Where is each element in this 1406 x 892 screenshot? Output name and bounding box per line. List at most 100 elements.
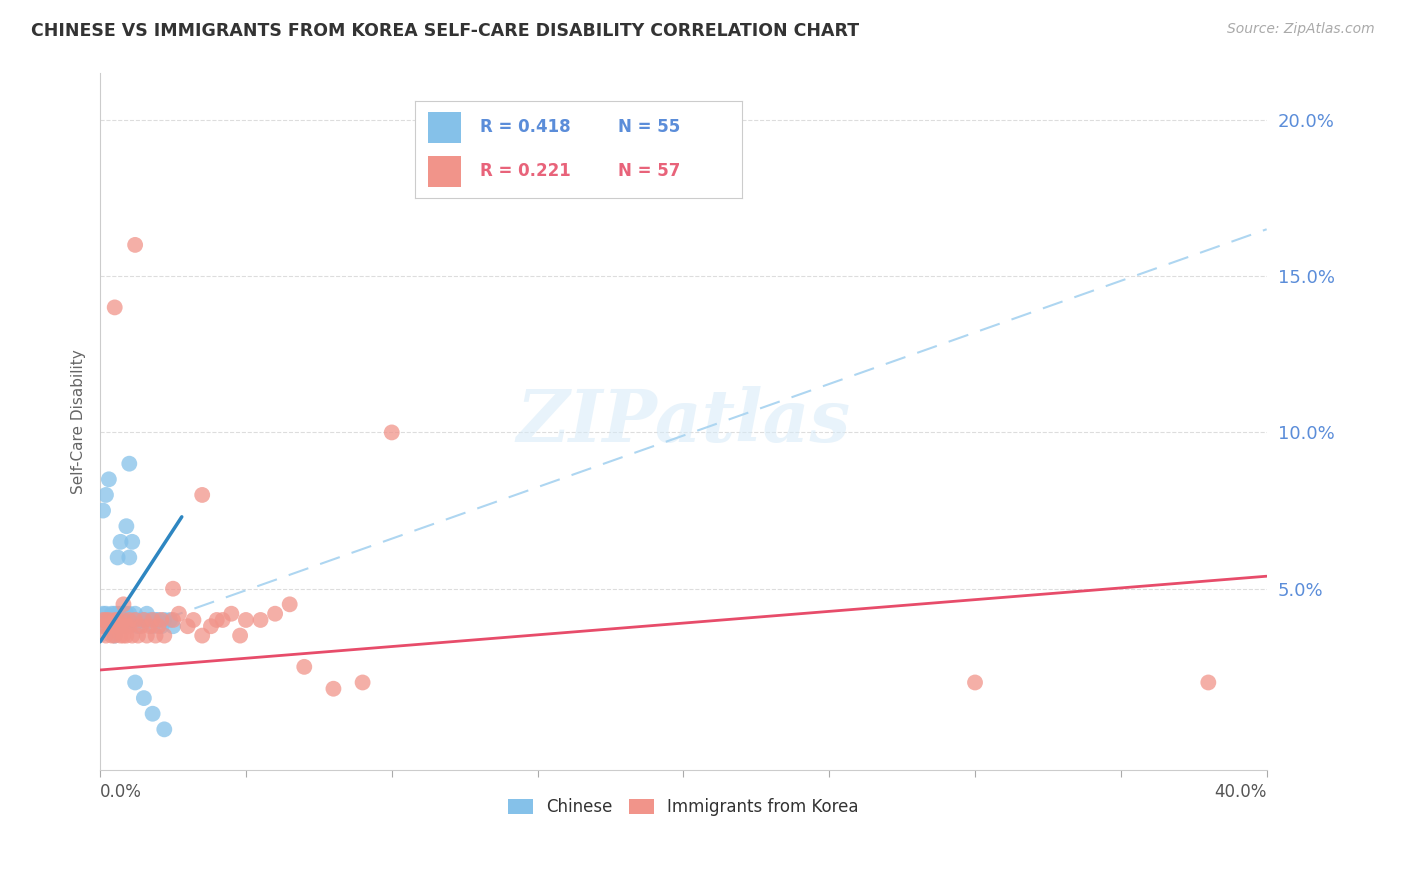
Point — [101, 613, 124, 627]
Point — [150, 619, 173, 633]
Point — [121, 613, 143, 627]
Legend: Chinese, Immigrants from Korea: Chinese, Immigrants from Korea — [499, 789, 868, 824]
Text: 40.0%: 40.0% — [1215, 782, 1267, 800]
Point — [145, 613, 167, 627]
Point — [91, 613, 114, 627]
Y-axis label: Self-Care Disability: Self-Care Disability — [72, 349, 86, 494]
Point — [132, 613, 155, 627]
Point — [264, 607, 287, 621]
Point — [94, 607, 117, 621]
Point — [153, 629, 176, 643]
Point — [176, 619, 198, 633]
Point — [292, 660, 315, 674]
Point — [112, 629, 135, 643]
Point — [124, 613, 146, 627]
Point — [127, 629, 149, 643]
Point — [135, 629, 157, 643]
Point — [322, 681, 344, 696]
Point — [150, 613, 173, 627]
Point — [249, 613, 271, 627]
Point — [110, 619, 132, 633]
Point — [221, 607, 243, 621]
Point — [200, 619, 222, 633]
Point — [110, 607, 132, 621]
Point — [115, 619, 138, 633]
Point — [118, 619, 141, 633]
Point — [124, 613, 146, 627]
Point — [211, 613, 233, 627]
Point — [1197, 675, 1219, 690]
Point — [97, 619, 120, 633]
Point — [138, 619, 160, 633]
Point — [104, 613, 127, 627]
Point — [104, 607, 127, 621]
Point — [97, 613, 120, 627]
Point — [97, 613, 120, 627]
Point — [138, 613, 160, 627]
Point — [132, 691, 155, 706]
Point — [101, 629, 124, 643]
Point — [159, 613, 181, 627]
Point — [191, 629, 214, 643]
Point — [132, 613, 155, 627]
Point — [112, 613, 135, 627]
Point — [381, 425, 404, 440]
Point — [124, 675, 146, 690]
Text: Source: ZipAtlas.com: Source: ZipAtlas.com — [1227, 22, 1375, 37]
Point — [148, 613, 170, 627]
Point — [101, 607, 124, 621]
Point — [229, 629, 252, 643]
Point — [235, 613, 257, 627]
Point — [101, 619, 124, 633]
Point — [97, 472, 120, 486]
Point — [104, 619, 127, 633]
Point — [112, 598, 135, 612]
Point — [107, 550, 129, 565]
Point — [115, 519, 138, 533]
Point — [112, 613, 135, 627]
Point — [118, 457, 141, 471]
Point — [110, 629, 132, 643]
Point — [91, 607, 114, 621]
Point — [94, 629, 117, 643]
Point — [107, 607, 129, 621]
Point — [183, 613, 205, 627]
Point — [97, 613, 120, 627]
Point — [121, 629, 143, 643]
Point — [129, 619, 152, 633]
Point — [121, 534, 143, 549]
Point — [205, 613, 228, 627]
Point — [124, 238, 146, 252]
Point — [127, 619, 149, 633]
Point — [107, 619, 129, 633]
Point — [118, 613, 141, 627]
Point — [107, 613, 129, 627]
Point — [101, 613, 124, 627]
Point — [107, 619, 129, 633]
Point — [115, 613, 138, 627]
Point — [167, 607, 190, 621]
Point — [124, 607, 146, 621]
Point — [94, 613, 117, 627]
Point — [107, 613, 129, 627]
Point — [110, 613, 132, 627]
Text: CHINESE VS IMMIGRANTS FROM KOREA SELF-CARE DISABILITY CORRELATION CHART: CHINESE VS IMMIGRANTS FROM KOREA SELF-CA… — [31, 22, 859, 40]
Point — [142, 613, 165, 627]
Point — [94, 488, 117, 502]
Point — [162, 619, 184, 633]
Text: 0.0%: 0.0% — [100, 782, 142, 800]
Point — [148, 619, 170, 633]
Point — [135, 607, 157, 621]
Point — [104, 629, 127, 643]
Point — [118, 550, 141, 565]
Point — [142, 619, 165, 633]
Point — [191, 488, 214, 502]
Point — [104, 301, 127, 315]
Point — [963, 675, 986, 690]
Point — [153, 723, 176, 737]
Point — [104, 629, 127, 643]
Point — [153, 613, 176, 627]
Point — [142, 706, 165, 721]
Point — [97, 619, 120, 633]
Point — [94, 619, 117, 633]
